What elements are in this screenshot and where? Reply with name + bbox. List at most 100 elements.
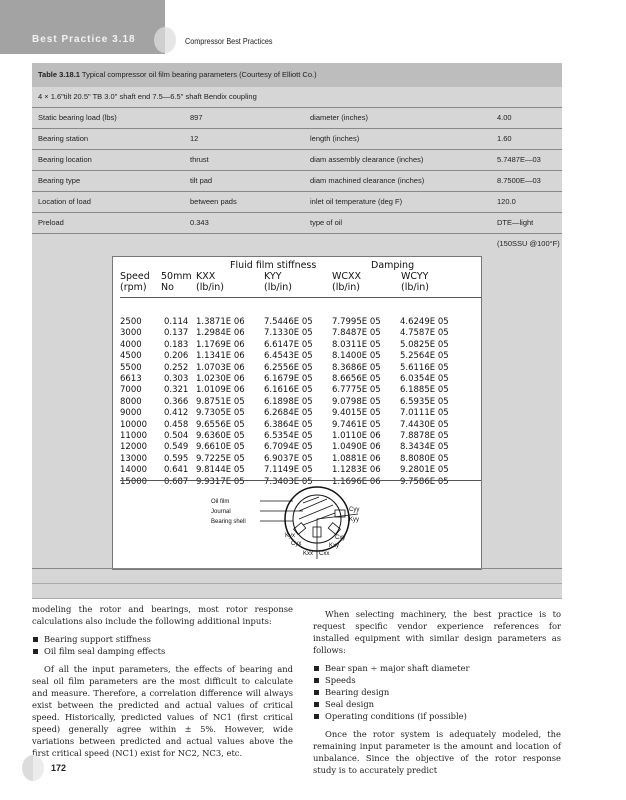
page-number: 172 bbox=[51, 763, 67, 773]
table-cell: 6.7094E 05 bbox=[264, 442, 313, 453]
paragraph: modeling the rotor and bearings, most ro… bbox=[32, 604, 293, 626]
table-cell: 9.6556E 05 bbox=[196, 419, 245, 430]
table-cell: Location of load bbox=[38, 197, 91, 206]
table-cell: 7.0111E 05 bbox=[400, 408, 449, 419]
paragraph: Of all the input parameters, the effects… bbox=[32, 664, 293, 758]
column-header: (lb/in) bbox=[196, 282, 224, 293]
table-cell: 9.7225E 05 bbox=[196, 453, 245, 464]
table-cell: 0.549 bbox=[164, 442, 189, 453]
table-cell: 9.9317E 05 bbox=[196, 476, 245, 487]
table-cell: 7.7995E 05 bbox=[332, 317, 381, 327]
label-cxy: Cxy bbox=[335, 535, 345, 541]
table-bearing-parameters: Table 3.18.1 Typical compressor oil film… bbox=[32, 63, 562, 599]
table-cell: 0.687 bbox=[164, 476, 189, 487]
table-cell: 8.3434E 05 bbox=[400, 442, 449, 453]
table-cell: 0.366 bbox=[164, 396, 189, 407]
table-cell: 6.2556E 05 bbox=[264, 362, 313, 373]
table-cell: 9.2801E 05 bbox=[400, 465, 449, 476]
table-cell: 6.0354E 05 bbox=[400, 374, 449, 384]
table-cell: 9.8751E 05 bbox=[196, 396, 245, 407]
label-cxx: Cxx bbox=[319, 551, 329, 557]
label-bearing-shell: Bearing shell bbox=[211, 519, 246, 525]
table-cell: 5.6116E 05 bbox=[400, 362, 449, 373]
table-cell: 15000 bbox=[120, 476, 148, 487]
table-cell: length (inches) bbox=[310, 134, 360, 143]
table-row: Bearing station 12 length (inches) 1.60 bbox=[32, 129, 562, 150]
table-cell: Static bearing load (lbs) bbox=[38, 113, 117, 122]
table-cell: 1.1769E 06 bbox=[196, 339, 245, 350]
table-cell: 0.458 bbox=[164, 419, 189, 430]
bearing-diagram: Oil film Journal Bearing shell Cyy Kyy K… bbox=[211, 486, 359, 559]
table-cell: 2500 bbox=[120, 317, 142, 327]
table-cell: 6.5354E 05 bbox=[264, 431, 313, 441]
table-cell: 9.7461E 05 bbox=[332, 419, 381, 430]
column-header: KYY bbox=[264, 271, 282, 282]
label-cyx: Cyx bbox=[291, 541, 301, 547]
table-cell: Preload bbox=[38, 218, 64, 227]
table-cell: 13000 bbox=[120, 453, 148, 464]
table-cell: diameter (inches) bbox=[310, 113, 368, 122]
table-cell: 0.343 bbox=[190, 218, 209, 227]
section-label: Best Practice 3.18 bbox=[32, 34, 136, 45]
table-row: Static bearing load (lbs) 897 diameter (in… bbox=[32, 108, 562, 129]
table-cell: 120.0 bbox=[497, 197, 516, 206]
table-cell: 7000 bbox=[120, 385, 142, 396]
table-row: (150SSU @100°F) bbox=[32, 234, 562, 254]
table-cell: 6.9037E 05 bbox=[264, 453, 313, 464]
table-cell: 9.6610E 05 bbox=[196, 442, 245, 453]
table-cell: 1.0230E 06 bbox=[196, 374, 245, 384]
table-cell: 4500 bbox=[120, 351, 142, 362]
group-header-damping: Damping bbox=[371, 260, 415, 271]
table-row: Location of load between pads inlet oil te… bbox=[32, 192, 562, 213]
table-subtitle: 4 × 1.6"tilt 20.5" TB 3.0" shaft end 7.5… bbox=[32, 87, 562, 108]
table-cell: 6.6147E 05 bbox=[264, 339, 313, 350]
table-cell: 5.0825E 05 bbox=[400, 339, 449, 350]
column-header: WCYY bbox=[401, 271, 429, 282]
stiffness-damping-figure: Fluid film stiffness Damping Speed (rpm) 5… bbox=[112, 256, 482, 570]
group-header-stiffness: Fluid film stiffness bbox=[230, 260, 317, 271]
table-cell: 7.5446E 05 bbox=[264, 317, 313, 327]
label-cyy: Cyy bbox=[349, 507, 359, 513]
table-cell: 9.8144E 05 bbox=[196, 465, 245, 476]
table-cell: 7.1330E 05 bbox=[264, 328, 313, 339]
table-cell: 4.7587E 05 bbox=[400, 328, 449, 339]
table-cell: 4.00 bbox=[497, 113, 512, 122]
table-cell: 6.1679E 05 bbox=[264, 374, 313, 384]
label-journal: Journal bbox=[211, 509, 231, 515]
table-cell: 6.1885E 05 bbox=[400, 385, 449, 396]
table-cell: 6.3864E 05 bbox=[264, 419, 313, 430]
table-cell: 6.4543E 05 bbox=[264, 351, 313, 362]
body-left-column: modeling the rotor and bearings, most ro… bbox=[32, 603, 293, 765]
table-cell: 0.206 bbox=[164, 351, 189, 362]
table-cell: 897 bbox=[190, 113, 203, 122]
table-cell: 12 bbox=[190, 134, 199, 143]
table-footer-rows bbox=[32, 568, 562, 600]
table-cell: 8.3686E 05 bbox=[332, 362, 381, 373]
label-kxy: Kxy bbox=[329, 543, 339, 549]
table-cell: 6.5935E 05 bbox=[400, 396, 449, 407]
table-cell: 5.2564E 05 bbox=[400, 351, 449, 362]
label-kxx: Kxx bbox=[303, 551, 313, 557]
table-cell: tilt pad bbox=[190, 176, 213, 185]
table-cell: 0.321 bbox=[164, 385, 189, 396]
table-cell: 1.1696E 06 bbox=[332, 476, 381, 487]
table-cell: 5500 bbox=[120, 362, 142, 373]
column-header: (rpm) bbox=[120, 282, 147, 293]
column-header: KXX bbox=[196, 271, 216, 282]
table-cell: 1.0703E 06 bbox=[196, 362, 245, 373]
table-cell: 8.1400E 05 bbox=[332, 351, 381, 362]
table-cell: between pads bbox=[190, 197, 237, 206]
table-cell: 0.183 bbox=[164, 339, 189, 350]
table-cell: diam machined clearance (inches) bbox=[310, 176, 425, 185]
list-item: Bearing design bbox=[313, 686, 561, 698]
table-cell: 12000 bbox=[120, 442, 148, 453]
table-cell: 8.7500E—03 bbox=[497, 176, 541, 185]
list-item: Operating conditions (if possible) bbox=[313, 710, 561, 722]
list-item: Bearing support stiffness bbox=[32, 633, 293, 645]
table-cell: 0.137 bbox=[164, 328, 189, 339]
table-cell: 1.60 bbox=[497, 134, 512, 143]
list-item: Oil film seal damping effects bbox=[32, 645, 293, 657]
table-cell: 6613 bbox=[120, 374, 142, 384]
table-cell: 0.641 bbox=[164, 465, 189, 476]
table-cell: 1.3871E 06 bbox=[196, 317, 245, 327]
